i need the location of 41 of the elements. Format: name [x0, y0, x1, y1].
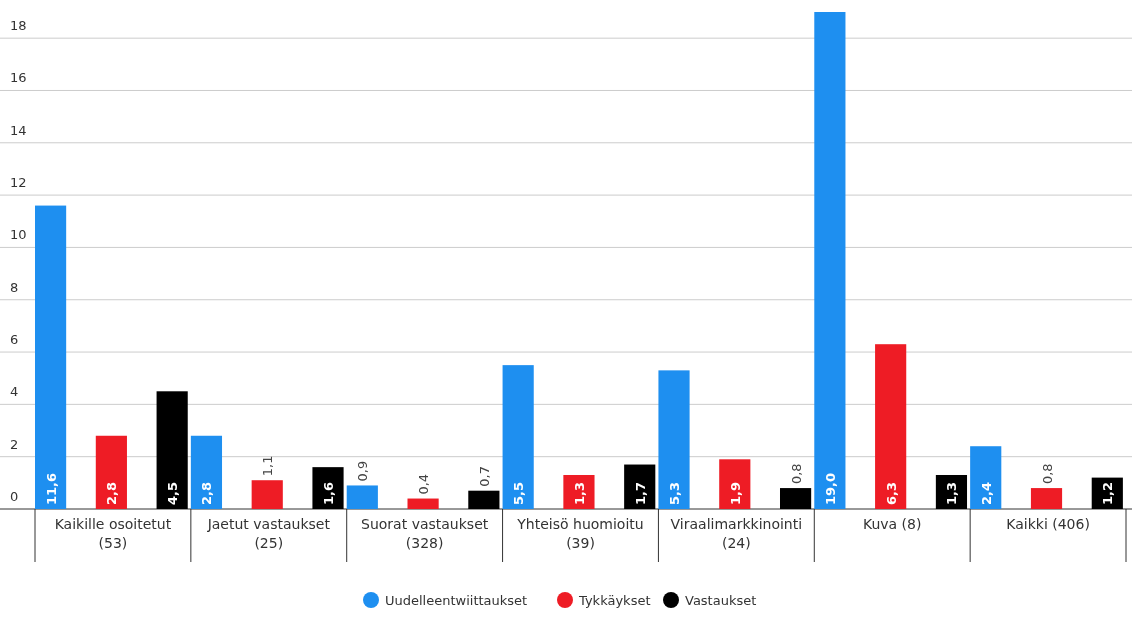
data-label: 1,1	[260, 455, 276, 477]
y-tick-label: 6	[10, 332, 19, 348]
data-label: 0,7	[476, 466, 492, 487]
y-tick-label: 10	[10, 227, 27, 243]
x-tick-label: Suorat vastaukset (328)	[361, 516, 489, 551]
data-label: 0,8	[1039, 463, 1055, 485]
x-tick-label: Viraalimarkkinointi (24)	[670, 516, 803, 551]
y-tick-label: 2	[10, 436, 19, 452]
y-tick-label: 18	[10, 18, 27, 34]
y-tick-label: 12	[10, 175, 27, 191]
legend-label: Vastaukset	[685, 593, 757, 608]
y-tick-label: 14	[10, 122, 27, 138]
data-label: 1,6	[321, 481, 337, 505]
data-label: 11,6	[43, 472, 59, 505]
data-label: 6,3	[883, 481, 899, 505]
y-tick-label: 16	[10, 70, 27, 86]
x-tick-label: Yhteisö huomioitu (39)	[516, 516, 644, 551]
data-label: 2,8	[199, 481, 215, 505]
data-label: 1,3	[944, 481, 960, 505]
legend-label: Tykkäykset	[578, 593, 651, 608]
x-tick-label: Kaikille osoitetut (53)	[54, 516, 172, 551]
data-label: 1,3	[571, 481, 587, 505]
data-label: 5,3	[667, 481, 683, 505]
data-label: 2,8	[104, 481, 120, 505]
data-label: 1,2	[1100, 481, 1116, 505]
x-tick-label: Jaetut vastaukset (25)	[206, 516, 331, 551]
data-label: 1,7	[632, 481, 648, 505]
data-label: 0,9	[355, 460, 371, 482]
data-label: 2,4	[978, 481, 994, 505]
y-tick-label: 8	[10, 279, 19, 295]
data-label: 19,0	[822, 472, 838, 505]
data-label: 0,4	[416, 473, 432, 495]
y-tick-label: 0	[10, 489, 19, 504]
x-tick-label: Kaikki (406)	[1006, 516, 1090, 532]
y-tick-label: 4	[10, 384, 19, 400]
data-label: 5,5	[511, 481, 527, 505]
data-label: 0,8	[788, 463, 804, 485]
data-label: 1,9	[727, 481, 743, 505]
legend-label: Uudelleentwiittaukset	[385, 593, 528, 608]
data-label: 4,5	[165, 481, 181, 505]
x-tick-label: Kuva (8)	[862, 516, 922, 532]
